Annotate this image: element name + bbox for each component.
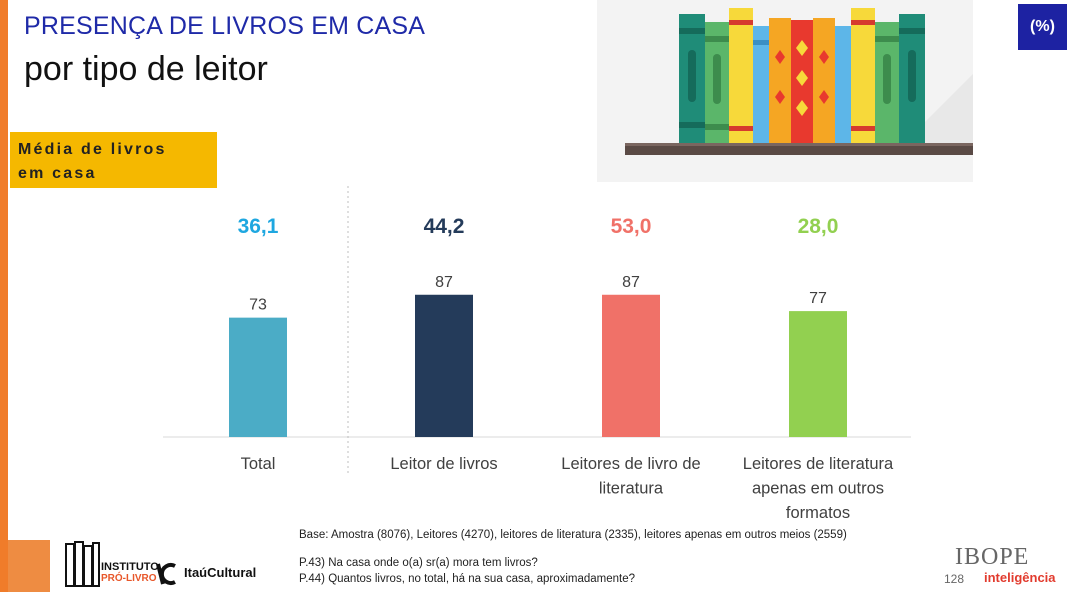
base-note: Base: Amostra (8076), Leitores (4270), l… xyxy=(299,529,847,541)
pro-livro-logo-line1: INSTITUTO xyxy=(101,561,159,573)
bar-0 xyxy=(229,317,287,437)
bar-value-label-3: 77 xyxy=(809,290,827,307)
bookshelf-illustration xyxy=(625,8,973,155)
average-books-label-line1: Média de livros xyxy=(18,141,167,158)
ibope-logo: IBOPE xyxy=(955,544,1030,570)
average-label-1: 44,2 xyxy=(424,215,465,238)
corner-accent-box xyxy=(8,540,50,592)
category-label-2-0: Leitores de livro de xyxy=(561,455,700,473)
category-label-0-0: Total xyxy=(241,455,276,473)
average-label-0: 36,1 xyxy=(238,215,279,238)
bar-value-label-2: 87 xyxy=(622,274,640,291)
question-p44: P.44) Quantos livros, no total, há na su… xyxy=(299,573,636,585)
average-label-3: 28,0 xyxy=(798,215,839,238)
category-label-3-2: formatos xyxy=(786,504,850,522)
pro-livro-logo-line2: PRÓ-LIVRO xyxy=(101,573,157,584)
pro-livro-logo-icon xyxy=(65,541,176,587)
average-label-2: 53,0 xyxy=(611,215,652,238)
bar-3 xyxy=(789,311,847,437)
category-label-2-1: literatura xyxy=(599,480,664,498)
itau-cultural-logo: ItaúCultural xyxy=(184,565,257,580)
average-books-label: Média de livros em casa xyxy=(10,132,217,188)
question-p43: P.43) Na casa onde o(a) sr(a) mora tem l… xyxy=(299,557,538,569)
bar-2 xyxy=(602,294,660,437)
unit-badge: (%) xyxy=(1018,4,1067,50)
bar-1 xyxy=(415,294,473,437)
bar-value-label-1: 87 xyxy=(435,274,453,291)
left-accent-bar xyxy=(0,0,8,592)
category-label-3-0: Leitores de literatura xyxy=(743,455,894,473)
ibope-logo-subtitle: inteligência xyxy=(984,570,1056,585)
average-books-label-line2: em casa xyxy=(18,165,97,182)
page-number: 128 xyxy=(944,572,965,586)
page-title: PRESENÇA DE LIVROS EM CASA xyxy=(24,12,426,40)
page-subtitle: por tipo de leitor xyxy=(24,50,268,88)
category-label-1-0: Leitor de livros xyxy=(390,455,497,473)
category-label-3-1: apenas em outros xyxy=(752,480,884,498)
bar-value-label-0: 73 xyxy=(249,297,267,314)
